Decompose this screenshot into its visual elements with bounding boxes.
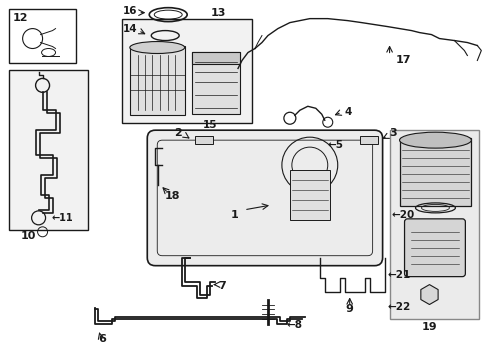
Text: 13: 13	[210, 8, 225, 18]
Text: 17: 17	[395, 55, 410, 66]
Bar	[195, 136, 213, 144]
Bar	[289, 170, 329, 220]
FancyBboxPatch shape	[404, 219, 465, 276]
Text: ←20: ←20	[391, 210, 414, 220]
Text: 10: 10	[21, 231, 36, 241]
Bar	[9, 71, 88, 230]
Text: 6: 6	[98, 334, 106, 345]
Text: ←21: ←21	[387, 270, 410, 280]
Text: 7: 7	[218, 280, 225, 291]
Text: 1: 1	[231, 210, 239, 220]
Text: ←5: ←5	[327, 140, 343, 150]
Text: 15: 15	[203, 120, 217, 130]
Text: ←22: ←22	[387, 302, 410, 311]
Text: 3: 3	[389, 128, 397, 138]
Bar	[359, 136, 377, 144]
Bar	[399, 138, 470, 206]
FancyBboxPatch shape	[147, 130, 382, 266]
Text: 14: 14	[123, 24, 137, 33]
Bar	[122, 19, 251, 123]
Bar	[9, 9, 76, 63]
Bar	[389, 130, 478, 319]
Text: 12: 12	[13, 13, 28, 23]
Text: ←11: ←11	[52, 213, 73, 223]
Text: 18: 18	[164, 191, 180, 201]
Text: ←8: ←8	[286, 320, 302, 330]
Bar	[192, 53, 240, 114]
Ellipse shape	[399, 132, 470, 148]
Bar	[192, 53, 240, 64]
Bar	[130, 45, 185, 115]
Text: 19: 19	[421, 323, 436, 332]
Ellipse shape	[129, 41, 184, 54]
Text: 2: 2	[174, 128, 182, 138]
Text: 4: 4	[344, 107, 351, 117]
Bar	[407, 222, 462, 274]
Text: 9: 9	[345, 305, 353, 315]
Text: 16: 16	[123, 6, 137, 15]
